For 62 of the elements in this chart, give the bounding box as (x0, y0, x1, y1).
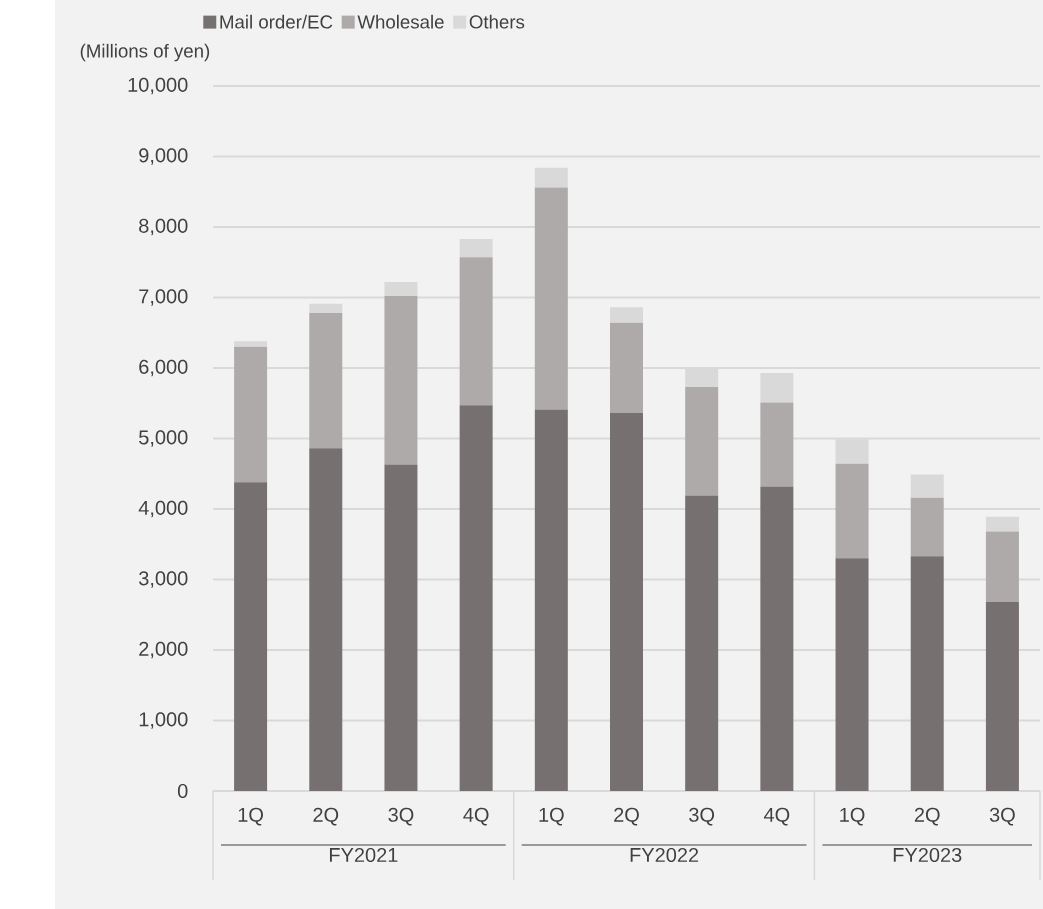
y-tick-label: 10,000 (128, 77, 188, 95)
text: FY2021 (329, 847, 398, 863)
x-tick-label: 3Q (689, 807, 715, 826)
bar (459, 405, 493, 791)
y-tick-label: 7,000 (139, 289, 188, 306)
bar (685, 387, 719, 496)
bar (384, 281, 418, 297)
bar (234, 482, 268, 791)
x-tick-label: 2Q (313, 807, 339, 826)
y-tick-label: 0 (177, 783, 188, 799)
bar (534, 187, 568, 410)
bar (835, 558, 869, 791)
bar (384, 296, 418, 465)
bar (910, 474, 944, 498)
x-tick-label: 4Q (463, 807, 489, 826)
bar (835, 463, 869, 559)
x-tick-label: 3Q (989, 807, 1015, 826)
bar (384, 464, 418, 791)
y-tick-label: 9,000 (139, 148, 188, 165)
bar (685, 367, 719, 388)
bar (685, 495, 719, 791)
y-tick-label: 6,000 (139, 359, 188, 377)
bar (234, 346, 268, 483)
x-tick-label: 1Q (840, 807, 865, 826)
text: FY2023 (893, 847, 962, 863)
bar (234, 341, 268, 347)
y-tick-label: 8,000 (139, 218, 188, 236)
legend-label: Mail order/EC (220, 14, 333, 29)
x-tick-label: 4Q (763, 807, 790, 826)
x-tick-label: 3Q (388, 807, 414, 826)
y-tick-label: 3,000 (139, 571, 188, 588)
bar (985, 602, 1019, 791)
bar (760, 402, 794, 487)
x-tick-label: 2Q (914, 807, 940, 826)
bar (534, 167, 568, 188)
legend-label: Wholesale (357, 14, 444, 29)
bar (760, 486, 794, 791)
x-tick-label: 2Q (614, 807, 639, 826)
text: FY2022 (630, 847, 699, 863)
legend-label: Others (469, 14, 525, 29)
y-tick-label: 2,000 (139, 641, 188, 659)
x-tick-label: 1Q (238, 807, 263, 826)
bar (534, 409, 568, 791)
bar (309, 303, 343, 313)
bar (610, 307, 643, 323)
x-tick-label: 1Q (539, 807, 564, 826)
y-tick-label: 1,000 (139, 712, 188, 729)
bar (760, 372, 794, 403)
bar (910, 497, 944, 557)
y-tick-label: 5,000 (139, 430, 188, 447)
y-axis-title: (Millions of yen) (80, 43, 210, 62)
bar (309, 312, 343, 449)
bar (459, 257, 493, 406)
bar (835, 439, 869, 464)
bar (985, 531, 1019, 603)
bar (610, 322, 643, 414)
bar (985, 516, 1019, 532)
y-tick-label: 4,000 (138, 500, 188, 518)
bar (309, 448, 343, 791)
bar (459, 238, 493, 258)
bar (910, 556, 944, 791)
bar (610, 413, 643, 791)
